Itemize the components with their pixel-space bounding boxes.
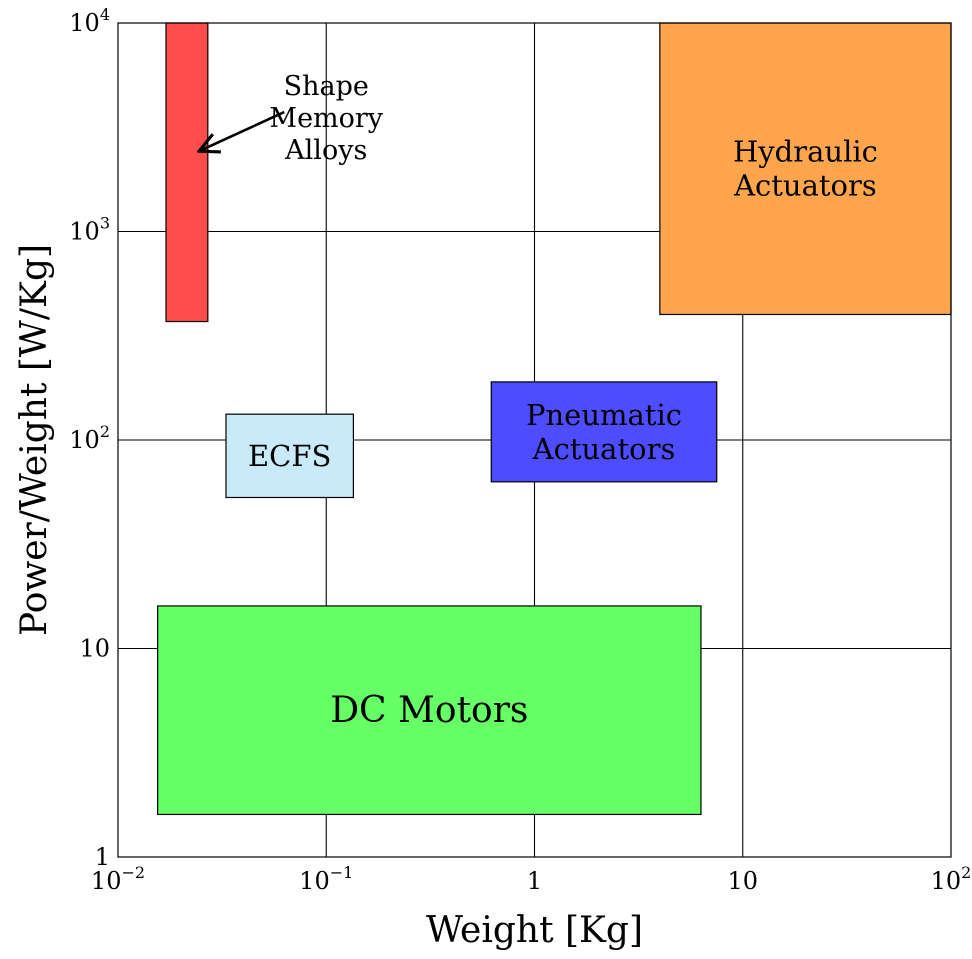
x-tick-label: 10−1 (299, 863, 353, 895)
region-label-dc-motors: DC Motors (330, 690, 528, 731)
plot-frame (117, 22, 952, 858)
annotation-arrow (201, 110, 285, 150)
region-label-hydraulic: Hydraulic Actuators (733, 135, 878, 203)
y-tick-label: 1 (95, 843, 110, 871)
region-dc-motors (157, 605, 702, 816)
x-tick-labels: 10−2 10−1 1 10 102 (91, 863, 971, 895)
annotation-sma-label: Shape Memory Alloys (269, 71, 383, 166)
regions (157, 22, 952, 816)
x-tick-label: 1 (527, 867, 542, 895)
y-axis-label: Power/Weight [W/Kg] (14, 244, 55, 636)
y-tick-label: 102 (69, 422, 110, 454)
x-tick-label: 10−2 (91, 863, 145, 895)
y-tick-labels: 1 10 102 103 104 (69, 5, 110, 871)
y-tick-label: 103 (69, 214, 110, 246)
annotations: Hydraulic Actuators Pneumatic Actuators ECFS… (201, 71, 878, 731)
region-ecfs (225, 413, 354, 499)
y-tick-label: 104 (69, 5, 110, 37)
region-sma (165, 22, 209, 323)
x-axis-label: Weight [Kg] (426, 910, 643, 951)
region-pneumatic (490, 381, 718, 483)
region-label-ecfs: ECFS (248, 439, 331, 473)
x-tick-label: 102 (931, 863, 972, 895)
region-label-pneumatic: Pneumatic Actuators (526, 398, 682, 466)
y-tick-label: 10 (79, 635, 110, 663)
x-tick-label: 10 (727, 867, 758, 895)
